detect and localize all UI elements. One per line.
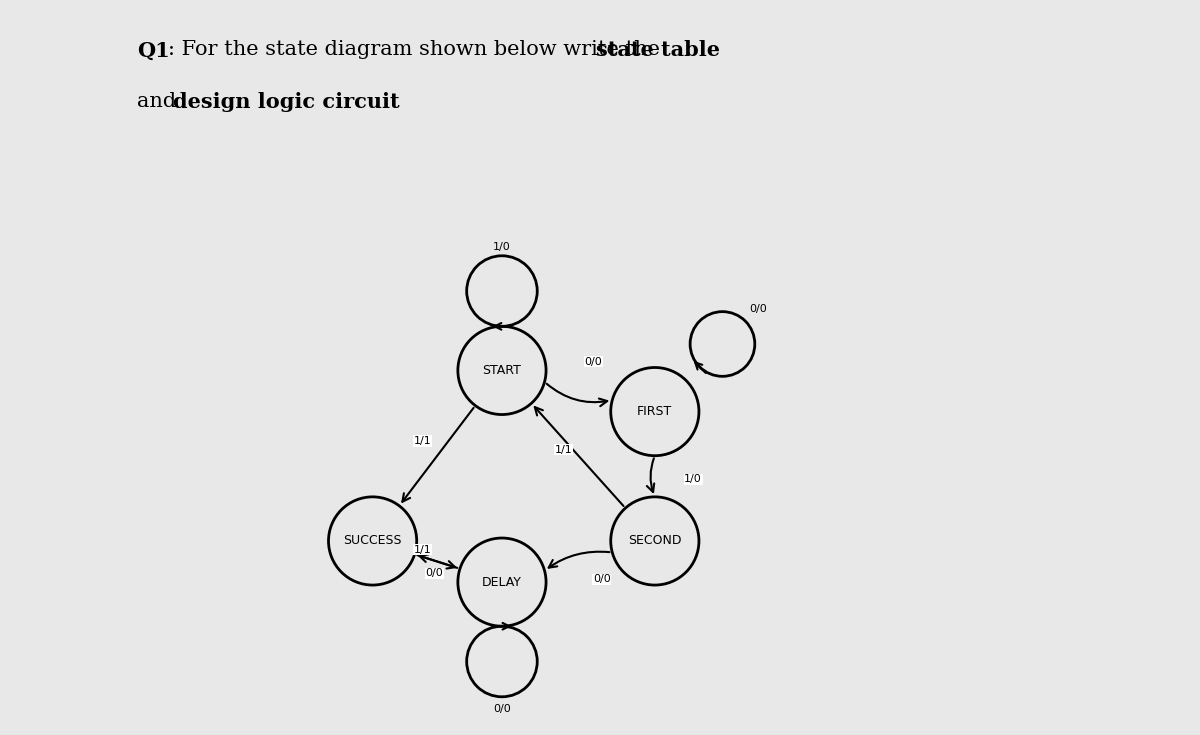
Text: 1/0: 1/0 [493,242,511,252]
Text: DELAY: DELAY [482,576,522,589]
Text: START: START [482,364,521,377]
Text: FIRST: FIRST [637,405,672,418]
Text: SECOND: SECOND [628,534,682,548]
Text: 0/0: 0/0 [749,304,767,314]
Text: SUCCESS: SUCCESS [343,534,402,548]
Text: 1/1: 1/1 [554,445,572,455]
Text: 1/0: 1/0 [684,474,702,484]
Text: 0/0: 0/0 [593,574,611,584]
Text: 0/0: 0/0 [584,356,602,367]
Text: Q1: Q1 [137,40,170,60]
Text: 1/1: 1/1 [414,436,432,446]
Text: and: and [137,92,182,111]
Text: 1/1: 1/1 [414,545,432,555]
Text: state table: state table [596,40,720,60]
Text: 0/0: 0/0 [493,703,511,714]
Text: design logic circuit: design logic circuit [174,92,400,112]
Text: : For the state diagram shown below write the: : For the state diagram shown below writ… [168,40,667,60]
Text: 0/0: 0/0 [426,568,443,578]
